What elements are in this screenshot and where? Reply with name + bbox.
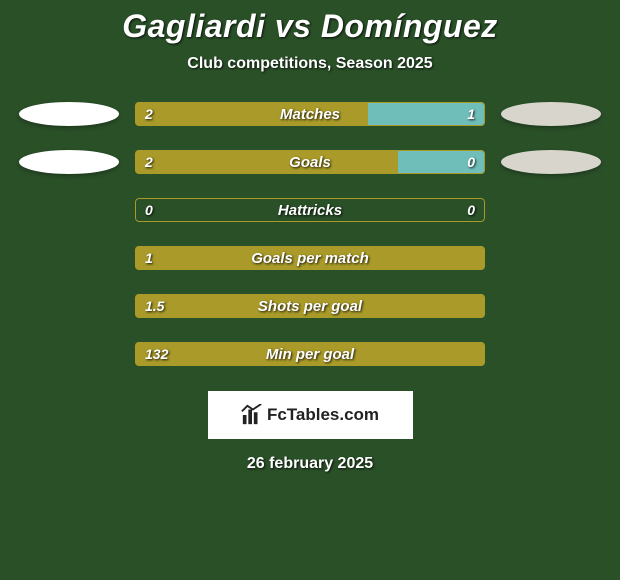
page-title: Gagliardi vs Domínguez (122, 8, 498, 45)
stat-bar: 1Goals per match (135, 246, 485, 270)
brand-logo: FcTables.com (208, 391, 413, 439)
stat-row: 1Goals per match (0, 245, 620, 271)
subtitle: Club competitions, Season 2025 (187, 55, 432, 73)
brand-text: FcTables.com (267, 405, 379, 425)
stat-value-left: 132 (135, 342, 178, 366)
stat-bar: 21Matches (135, 102, 485, 126)
player-left-avatar (15, 341, 123, 367)
player-right-avatar (497, 101, 605, 127)
stat-label: Hattricks (135, 198, 485, 222)
stat-row: 20Goals (0, 149, 620, 175)
stat-value-left: 2 (135, 150, 163, 174)
comparison-card: Gagliardi vs Domínguez Club competitions… (0, 0, 620, 580)
player-right-avatar (497, 293, 605, 319)
stat-bar: 1.5Shots per goal (135, 294, 485, 318)
stat-bar: 0 0Hattricks (135, 198, 485, 222)
stat-value-right: 0 (457, 198, 485, 222)
date-label: 26 february 2025 (247, 455, 373, 473)
stats-rows: 21Matches20Goals00Hattricks1Goals per ma… (0, 101, 620, 367)
player-right-avatar (497, 197, 605, 223)
player-right-avatar (497, 149, 605, 175)
stat-value-left: 1.5 (135, 294, 174, 318)
stat-value-right: 0 (457, 150, 485, 174)
stat-row: 132Min per goal (0, 341, 620, 367)
player-right-avatar (497, 341, 605, 367)
stat-value-left: 2 (135, 102, 163, 126)
stat-bar: 20Goals (135, 150, 485, 174)
chart-icon (241, 404, 263, 426)
player-left-avatar (15, 245, 123, 271)
stat-value-left: 0 (135, 198, 163, 222)
player-right-avatar (497, 245, 605, 271)
player-left-avatar (15, 197, 123, 223)
stat-row: 0 0Hattricks (0, 197, 620, 223)
player-left-avatar (15, 293, 123, 319)
stat-bar: 132Min per goal (135, 342, 485, 366)
stat-value-right: 1 (457, 102, 485, 126)
player-left-avatar (15, 149, 123, 175)
stat-value-left: 1 (135, 246, 163, 270)
player-left-avatar (15, 101, 123, 127)
stat-row: 1.5Shots per goal (0, 293, 620, 319)
stat-row: 21Matches (0, 101, 620, 127)
